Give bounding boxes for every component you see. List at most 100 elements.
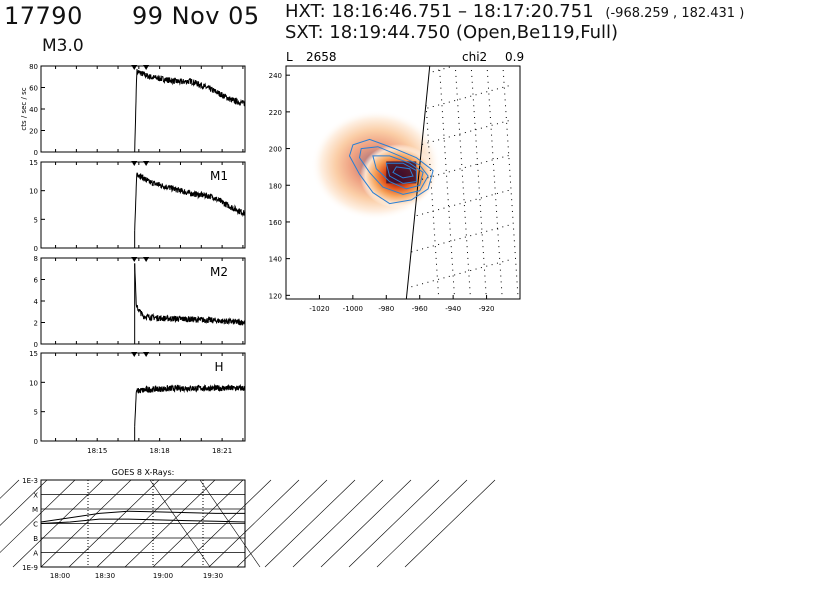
grid-dot bbox=[496, 192, 498, 194]
grid-dot bbox=[504, 93, 506, 95]
grid-dot bbox=[514, 246, 516, 248]
goes-hatch bbox=[292, 479, 384, 568]
chi2-value: 0.9 bbox=[505, 50, 525, 64]
grid-dot bbox=[491, 264, 493, 266]
goes-x-label: 19:00 bbox=[153, 572, 173, 580]
level-label: L bbox=[286, 50, 293, 64]
grid-dot bbox=[454, 204, 456, 206]
lightcurve-panel-2: 0 5 10 15 M1 bbox=[29, 159, 246, 253]
grid-dot bbox=[491, 124, 493, 126]
grid-dot bbox=[440, 93, 442, 95]
grid-dot bbox=[508, 152, 510, 154]
grid-dot bbox=[450, 246, 452, 248]
goes-hatch bbox=[0, 479, 48, 526]
grid-dot bbox=[468, 275, 470, 277]
grid-dot bbox=[496, 216, 498, 218]
goes-y-label: A bbox=[33, 550, 38, 558]
grid-dot bbox=[510, 193, 512, 195]
grid-dot bbox=[505, 111, 507, 113]
grid-dot bbox=[480, 162, 482, 164]
grid-dot bbox=[480, 232, 482, 234]
grid-dot bbox=[500, 281, 502, 283]
grid-dot bbox=[473, 111, 475, 113]
grid-dot bbox=[475, 94, 477, 96]
grid-dot bbox=[449, 222, 451, 224]
y-tick-label: 60 bbox=[29, 85, 38, 93]
lightcurve-line bbox=[134, 383, 246, 427]
grid-dot bbox=[488, 99, 490, 101]
grid-dot bbox=[480, 197, 482, 199]
grid-dot bbox=[476, 59, 477, 60]
grid-dot bbox=[432, 245, 434, 247]
grid-dot bbox=[440, 87, 442, 89]
grid-dot bbox=[507, 140, 509, 142]
grid-dot bbox=[475, 140, 477, 142]
grid-dot bbox=[448, 136, 450, 138]
grid-dot bbox=[516, 275, 518, 277]
goes-y-label: C bbox=[33, 521, 38, 529]
grid-dot bbox=[426, 117, 428, 119]
goes-hatch bbox=[152, 479, 244, 568]
lightcurve-panel-3: 0 2 4 6 8 M2 bbox=[34, 255, 246, 349]
grid-dot bbox=[479, 199, 481, 201]
channel-label: M1 bbox=[210, 169, 228, 183]
grid-dot bbox=[489, 117, 491, 119]
grid-dot bbox=[461, 175, 463, 177]
grid-dot bbox=[491, 146, 493, 148]
grid-dot bbox=[458, 122, 460, 124]
grid-dot bbox=[510, 181, 512, 183]
grid-dot bbox=[437, 293, 439, 295]
grid-dot bbox=[484, 269, 486, 271]
grid-dot bbox=[441, 99, 443, 101]
grid-dot bbox=[467, 257, 469, 259]
event-date: 99 Nov 05 bbox=[132, 2, 260, 30]
grid-dot bbox=[477, 169, 479, 171]
sxt-contour bbox=[392, 166, 414, 179]
grid-dot bbox=[451, 263, 453, 265]
grid-dot bbox=[438, 243, 440, 245]
grid-dot bbox=[433, 222, 435, 224]
grid-dot bbox=[508, 51, 509, 52]
grid-dot bbox=[454, 169, 456, 171]
solar-grid bbox=[411, 51, 519, 295]
grid-dot bbox=[509, 175, 511, 177]
grid-dot bbox=[429, 169, 431, 171]
channel-label: M2 bbox=[210, 265, 228, 279]
grid-dot bbox=[496, 158, 498, 160]
panel-frame bbox=[40, 65, 246, 153]
grid-dot bbox=[464, 166, 466, 168]
grid-dot bbox=[444, 146, 446, 148]
grid-dot bbox=[497, 54, 498, 55]
sxt-line: SXT: 18:19:44.750 (Open,Be119,Full) bbox=[285, 22, 618, 43]
grid-dot bbox=[516, 281, 518, 283]
interval-marker bbox=[131, 257, 138, 262]
lightcurve-panel-1: 0 20 40 60 80 cts / sec / sc bbox=[20, 63, 246, 157]
img-y-tick-label: 180 bbox=[269, 182, 282, 190]
grid-dot bbox=[452, 269, 454, 271]
sxt-contour bbox=[358, 146, 429, 195]
grid-dot bbox=[459, 133, 461, 135]
grid-dot bbox=[510, 187, 512, 189]
grid-dot bbox=[434, 240, 436, 242]
grid-dot bbox=[475, 129, 477, 131]
goes-hatch bbox=[236, 479, 328, 568]
grid-dot bbox=[487, 87, 489, 89]
grid-dot bbox=[443, 172, 445, 174]
grid-dot bbox=[490, 122, 492, 124]
grid-dot bbox=[515, 263, 517, 265]
grid-dot bbox=[455, 70, 457, 72]
grid-dot bbox=[485, 293, 487, 295]
x-tick-label: 18:15 bbox=[87, 447, 107, 455]
grid-dot bbox=[464, 132, 466, 134]
grid-dot bbox=[438, 174, 440, 176]
grid-dot bbox=[470, 130, 472, 132]
grid-dot bbox=[422, 143, 424, 145]
goes-hatch bbox=[96, 479, 188, 568]
grid-dot bbox=[482, 240, 484, 242]
grid-dot bbox=[470, 235, 472, 237]
grid-dot bbox=[481, 234, 483, 236]
grid-dot bbox=[456, 99, 458, 101]
grid-dot bbox=[514, 252, 516, 254]
grid-dot bbox=[466, 252, 468, 254]
goes-y-label: 1E-9 bbox=[22, 564, 38, 572]
